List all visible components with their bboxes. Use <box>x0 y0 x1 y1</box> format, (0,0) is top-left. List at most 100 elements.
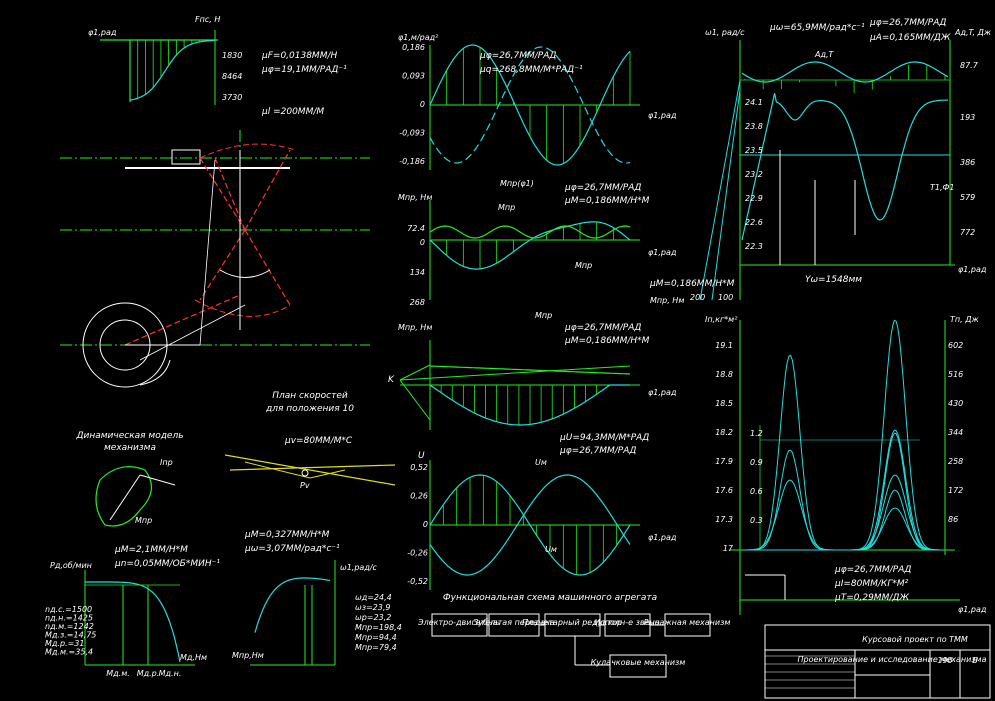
label: Проектирование и исследование механизма <box>797 655 986 664</box>
line <box>199 157 246 231</box>
label: 268 <box>410 298 425 307</box>
label: 0,093 <box>402 72 425 81</box>
box <box>171 149 201 165</box>
label: 0 <box>423 520 428 529</box>
label: φ1,м/рад² <box>398 33 439 42</box>
label: 8464 <box>222 72 242 81</box>
label: μφ=26,7ММ/РАД <box>564 183 641 193</box>
label: φ1,рад <box>88 28 117 37</box>
label: 430 <box>948 399 963 408</box>
label: Yω=1548мм <box>805 275 862 285</box>
label: Mд.з.=14,75 <box>45 631 96 640</box>
label: ω1,рад/с <box>340 563 378 572</box>
label: Mпр, Нм <box>398 193 432 202</box>
label: φ1,рад <box>648 111 677 120</box>
label: Mпр, Нм <box>650 296 684 305</box>
label: Курсовой проект по ТММ <box>862 635 968 644</box>
label: ωз=23,9 <box>355 603 390 612</box>
label: Pv <box>300 481 310 490</box>
label: μφ=19,1ММ/РАД⁻¹ <box>261 65 347 75</box>
label: 23.5 <box>745 146 763 155</box>
line <box>199 159 216 346</box>
line <box>244 229 291 306</box>
label: nд.м.=1242 <box>45 622 94 631</box>
label: 19.1 <box>715 341 733 350</box>
label: 0 <box>420 100 425 109</box>
label: ωр=23,2 <box>355 613 391 622</box>
line <box>399 364 431 381</box>
label: μF=0,0138ММ/Н <box>261 51 337 61</box>
line <box>399 365 631 381</box>
label: μl =200ММ/М <box>261 107 324 117</box>
label: Mпр <box>535 311 552 320</box>
label: 17 <box>723 544 734 553</box>
label: Mпр <box>135 516 152 525</box>
label: -0,52 <box>407 577 428 586</box>
coupler <box>199 143 296 159</box>
label: 344 <box>948 428 963 437</box>
label: Рычажная механизм <box>644 618 731 627</box>
label: ωд=24,4 <box>355 593 392 602</box>
label: Fпс, Н <box>195 15 220 24</box>
pole <box>301 469 309 477</box>
label: ω1, рад/с <box>705 28 745 37</box>
curve <box>742 474 943 551</box>
label: U <box>418 451 425 461</box>
curve <box>254 577 331 633</box>
label: 0 <box>420 238 425 247</box>
label: μω=65,9ММ/рад*с⁻¹ <box>769 23 865 33</box>
label: Iпр <box>160 458 173 467</box>
label: 23.2 <box>745 170 763 179</box>
label: μM=0,186ММ/Н*М <box>564 336 650 346</box>
line <box>224 454 396 486</box>
box <box>609 654 667 678</box>
label: Mпр=94,4 <box>355 633 397 642</box>
label: Mпр=198,4 <box>355 623 402 632</box>
coupler <box>194 299 291 317</box>
label: для положения 10 <box>265 404 354 414</box>
label: 0,186 <box>402 43 425 52</box>
curve <box>429 474 631 576</box>
label: 0,52 <box>410 463 428 472</box>
label: 3730 <box>222 93 242 102</box>
label: -0,26 <box>407 549 428 558</box>
label: Mпр, Нм <box>398 323 432 332</box>
label: μφ=26,7ММ/РАД <box>869 18 946 28</box>
label: 516 <box>948 370 963 379</box>
label: механизма <box>104 443 156 453</box>
label: Mпр,Нм <box>232 651 264 660</box>
label: Mд.р.=31 <box>45 639 84 648</box>
label: Mпр=79,4 <box>355 643 397 652</box>
curve <box>429 365 631 375</box>
curve <box>429 46 631 164</box>
curve <box>129 39 215 101</box>
label: -0,093 <box>399 129 425 138</box>
label: μU=94,3ММ/М*РАД <box>559 433 649 443</box>
label: Iп,кг*м² <box>705 315 738 324</box>
label: μω=3,07ММ/рад*с⁻¹ <box>244 544 340 554</box>
label: 18.8 <box>715 370 733 379</box>
label: μM=0,186ММ/Н*М <box>649 279 735 289</box>
arc <box>219 269 271 278</box>
line <box>399 379 431 421</box>
label: φ1,рад <box>648 388 677 397</box>
label: Uм <box>535 458 547 467</box>
crank-circle <box>99 319 151 371</box>
label: 134 <box>410 268 425 277</box>
label: 72.4 <box>407 224 425 233</box>
line <box>124 294 241 346</box>
label: μM=2,1ММ/Н*М <box>114 545 188 555</box>
label: Исполн-е звено <box>594 618 659 627</box>
label: 579 <box>960 193 975 202</box>
label: nд.с.=1500 <box>45 605 92 614</box>
curve <box>85 581 181 663</box>
line <box>229 464 396 471</box>
label: φ1,рад <box>648 248 677 257</box>
label: Mд.н. <box>159 669 182 678</box>
label: 87.7 <box>960 61 979 70</box>
label: 0,26 <box>410 492 428 501</box>
box <box>764 624 991 699</box>
label: 193 <box>960 113 975 122</box>
line <box>244 149 291 231</box>
